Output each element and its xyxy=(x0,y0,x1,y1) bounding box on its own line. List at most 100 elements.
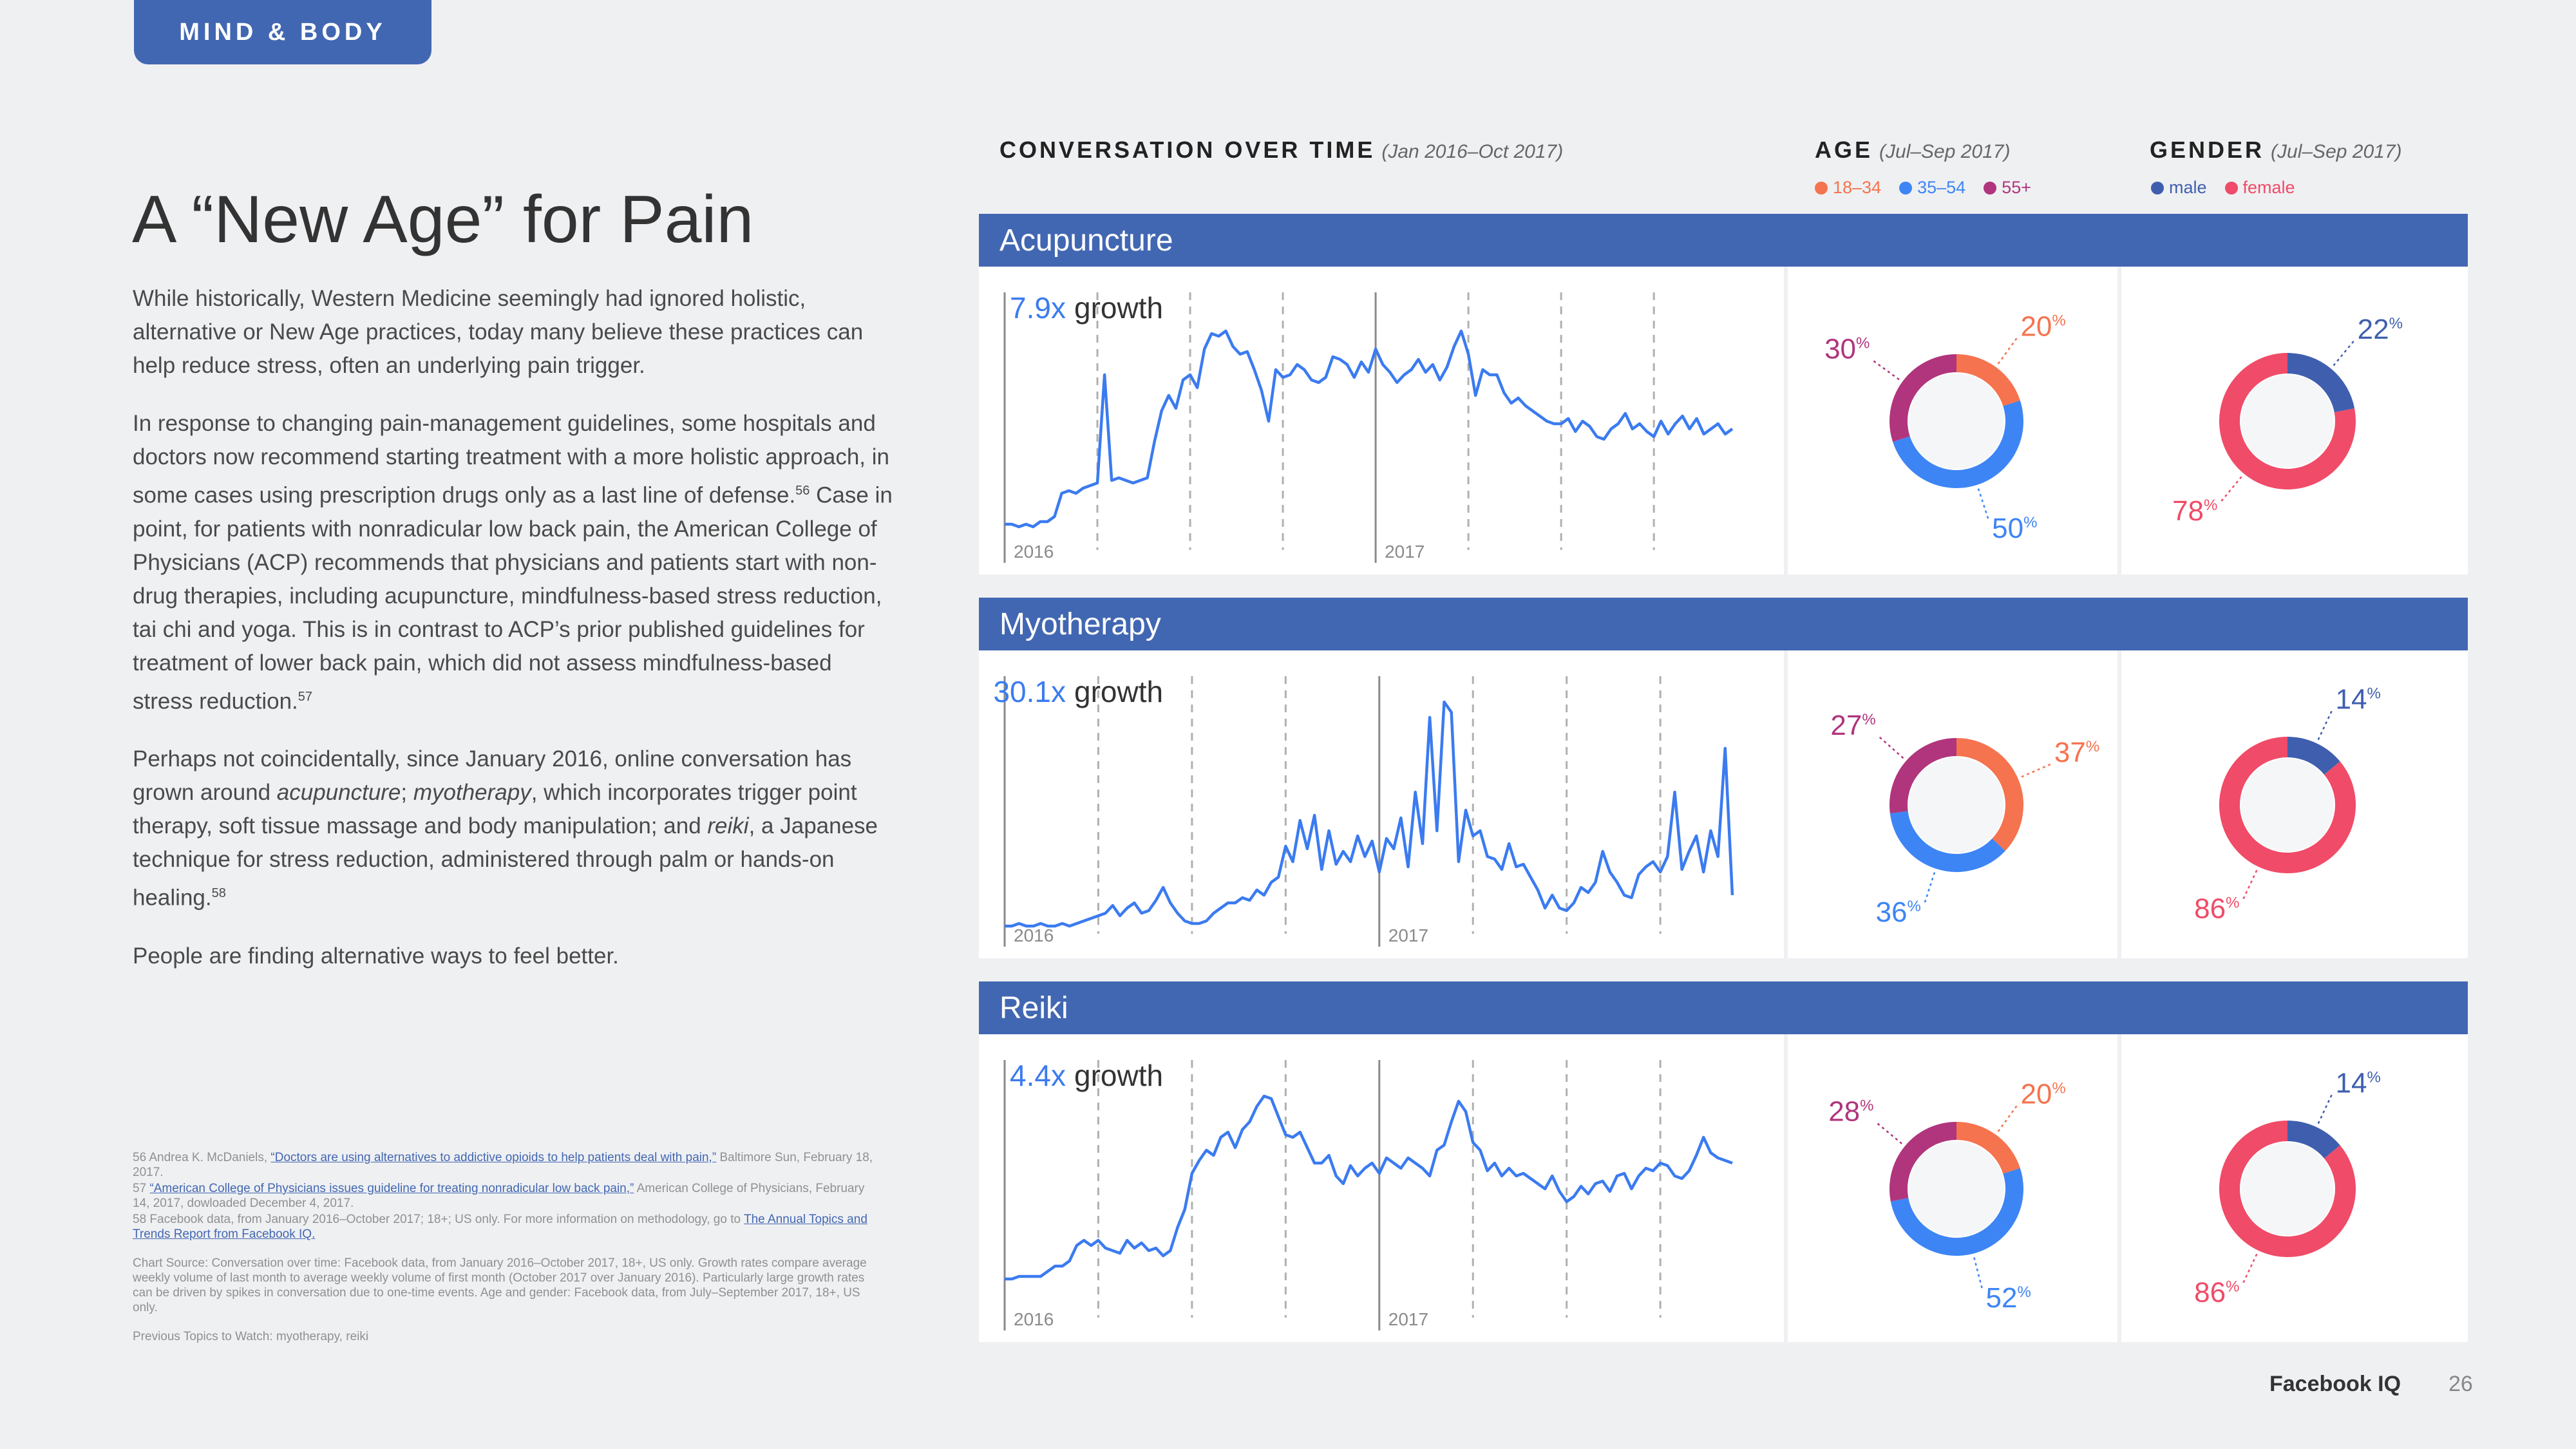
age-slice-35-54-label: 36% xyxy=(1876,896,1921,928)
age-slice-55-plus-label: 30% xyxy=(1824,334,1870,365)
gender-header-label: GENDER xyxy=(2150,137,2265,163)
footnote-58: 58 Facebook data, from January 2016–Octo… xyxy=(133,1212,880,1242)
donut-center xyxy=(1909,374,2004,469)
intro-paragraph-2: In response to changing pain-management … xyxy=(133,407,893,718)
footnote-ref-57: 57 xyxy=(298,689,313,704)
percent-sign: % xyxy=(1860,1097,1873,1115)
age-slice-18-34-label: 20% xyxy=(2020,1078,2065,1110)
previous-topics: Previous Topics to Watch: myotherapy, re… xyxy=(133,1330,369,1343)
callout-leader xyxy=(2221,476,2242,502)
age-chart-box: 20% 52% 28% xyxy=(1788,1034,2117,1342)
gender-slice-female xyxy=(2219,353,2356,489)
term-myotherapy: myotherapy xyxy=(413,780,531,806)
conversation-line xyxy=(1005,1094,1733,1281)
gender-chart-box: 22% 78% xyxy=(2121,267,2468,574)
fn56-link[interactable]: “Doctors are using alternatives to addic… xyxy=(270,1151,717,1164)
percent-sign: % xyxy=(2052,1079,2065,1097)
legend-dot-35-54 xyxy=(1899,181,1913,194)
footer-brand: Facebook IQ xyxy=(2269,1372,2401,1396)
age-slice-18-34-label: 20% xyxy=(2020,310,2065,342)
legend-age-35-54: 35–54 xyxy=(1899,178,1965,198)
age-slice-55-plus xyxy=(1889,354,1957,442)
legend-female-label: female xyxy=(2242,178,2295,197)
intro-p2-text-b: Case in point, for patients with nonradi… xyxy=(133,482,893,714)
panel-title-reiki: Reiki xyxy=(979,981,2468,1034)
age-slice-35-54 xyxy=(1893,400,2023,488)
age-donut-acupuncture: 20% 50% 30% xyxy=(1824,310,2066,544)
callout-leader xyxy=(1997,1105,2018,1132)
legend-male: male xyxy=(2151,178,2207,198)
intro-p3-text-d: , a Japanese technique for stress reduct… xyxy=(133,813,878,911)
gender-header: GENDER (Jul–Sep 2017) xyxy=(2150,137,2402,164)
gender-chart-box: 14% 86% xyxy=(2121,650,2468,958)
callout-leader xyxy=(2242,1253,2258,1283)
age-header-label: AGE xyxy=(1815,137,1873,163)
donut-center xyxy=(2241,1142,2334,1235)
page-title: A “New Age” for Pain xyxy=(132,182,754,257)
fn56-post: Baltimore Sun, February 18, 2017. xyxy=(133,1151,873,1179)
term-acupuncture: acupuncture xyxy=(276,780,401,806)
age-header-range: (Jul–Sep 2017) xyxy=(1879,141,2011,162)
age-chart-box: 20% 50% 30% xyxy=(1788,267,2117,574)
percent-sign: % xyxy=(2023,514,2037,531)
panel-reiki: Reiki 2016 2017 4.4x growth 20% 52% 28% 14% 86… xyxy=(979,981,2468,1342)
age-donut-myotherapy: 37% 36% 27% xyxy=(1830,710,2099,928)
footnote-ref-56: 56 xyxy=(795,484,810,498)
percent-sign: % xyxy=(2367,1068,2381,1086)
callout-leader xyxy=(1973,1257,1983,1289)
age-header: AGE (Jul–Sep 2017) xyxy=(1815,137,2010,164)
intro-paragraph-3: Perhaps not coincidentally, since Januar… xyxy=(133,743,893,915)
callout-leader xyxy=(2333,341,2354,366)
age-slice-55-plus xyxy=(1889,738,1957,814)
legend-dot-55-plus xyxy=(1984,181,1997,194)
percent-sign: % xyxy=(2226,1278,2239,1296)
legend-age-18-34-label: 18–34 xyxy=(1833,178,1882,197)
age-donut-reiki: 20% 52% 28% xyxy=(1828,1078,2066,1314)
line-chart-myotherapy: 2016 2017 30.1x growth xyxy=(993,675,1734,947)
gender-slice-male xyxy=(2287,353,2355,413)
fn57-link[interactable]: “American College of Physicians issues g… xyxy=(149,1182,634,1195)
fn58-link[interactable]: The Annual Topics and Trends Report from… xyxy=(133,1213,867,1241)
fn57-post: American College of Physicians, February… xyxy=(133,1182,865,1210)
panel-title-acupuncture: Acupuncture xyxy=(979,214,2468,267)
percent-sign: % xyxy=(2367,685,2381,702)
growth-value: 4.4x xyxy=(1010,1059,1066,1092)
legend-dot-18-34 xyxy=(1815,181,1828,194)
age-slice-18-34-label: 37% xyxy=(2054,737,2099,768)
donut-center xyxy=(1909,757,2004,853)
callout-leader xyxy=(1977,488,1989,519)
fn57-pre: 57 xyxy=(133,1182,150,1195)
percent-sign: % xyxy=(2204,497,2217,514)
legend-male-label: male xyxy=(2169,178,2207,197)
growth-value: 30.1x xyxy=(993,675,1066,708)
age-slice-35-54-label: 50% xyxy=(1992,513,2037,544)
callout-leader xyxy=(2242,869,2258,900)
intro-p3-text-a: Perhaps not coincidentally, since Januar… xyxy=(133,746,852,806)
gender-chart-box: 14% 86% xyxy=(2121,1034,2468,1342)
percent-sign: % xyxy=(2052,312,2065,329)
line-chart-box: 2016 2017 7.9x growth xyxy=(979,267,1784,574)
term-reiki: reiki xyxy=(707,813,749,839)
intro-p3-text-c: , which incorporates trigger point thera… xyxy=(133,780,857,839)
fn58-pre: 58 Facebook data, from January 2016–Octo… xyxy=(133,1213,744,1226)
age-slice-35-54 xyxy=(1890,1168,2023,1256)
gender-donut-myotherapy: 14% 86% xyxy=(2194,683,2381,924)
legend-female: female xyxy=(2224,178,2295,198)
gender-slice-female xyxy=(2219,737,2356,873)
age-slice-55-plus-label: 28% xyxy=(1828,1096,1873,1128)
callout-leader xyxy=(1877,1122,1903,1144)
percent-sign: % xyxy=(1862,711,1875,728)
age-slice-18-34 xyxy=(1956,1122,2020,1174)
line-chart-acupuncture: 2016 2017 7.9x growth xyxy=(1003,291,1734,563)
age-slice-35-54 xyxy=(1889,811,2005,872)
age-chart-box: 37% 36% 27% xyxy=(1788,650,2117,958)
age-slice-55-plus xyxy=(1889,1122,1957,1202)
year-label: 2016 xyxy=(1014,542,1054,562)
footnotes: 56 Andrea K. McDaniels, “Doctors are usi… xyxy=(133,1150,880,1345)
conversation-header: CONVERSATION OVER TIME (Jan 2016–Oct 2017… xyxy=(999,137,1563,164)
section-tag: MIND & BODY xyxy=(134,0,431,64)
callout-leader xyxy=(2021,763,2051,778)
footnote-57: 57 “American College of Physicians issue… xyxy=(133,1181,880,1211)
age-slice-35-54-label: 52% xyxy=(1986,1282,2031,1314)
intro-p3-text-b: ; xyxy=(401,780,413,806)
